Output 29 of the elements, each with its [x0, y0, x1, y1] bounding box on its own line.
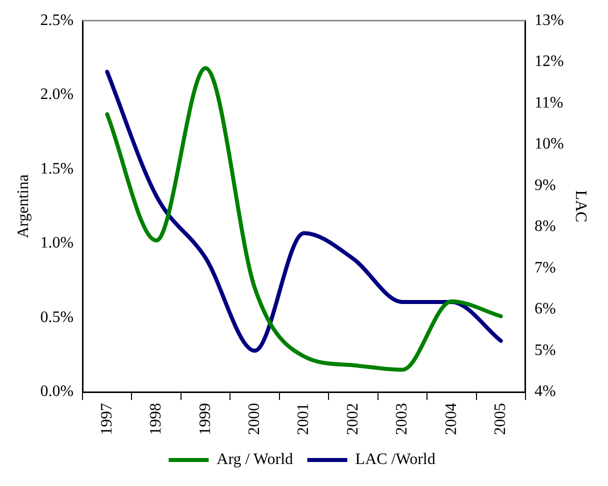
x-tick-label: 2002 — [344, 403, 362, 435]
y2-tick-label: 7% — [534, 259, 556, 276]
y2-tick-label: 4% — [534, 383, 556, 400]
y2-tick-label: 8% — [534, 218, 556, 236]
x-tick-label: 1999 — [196, 403, 214, 435]
y-axis-title: Argentina — [14, 174, 32, 238]
y-tick-label: 2.5% — [40, 12, 74, 29]
x-tick-label: 2004 — [442, 403, 460, 435]
y2-tick-label: 5% — [534, 342, 556, 359]
y-tick-label: 0.0% — [40, 383, 74, 400]
legend-label: Arg / World — [216, 451, 294, 468]
y2-tick-label: 6% — [534, 300, 556, 318]
x-tick-label: 2005 — [492, 403, 510, 435]
y2-tick-label: 13% — [534, 12, 564, 29]
y2-tick-label: 12% — [534, 53, 564, 70]
y2-tick-label: 11% — [534, 94, 564, 112]
y-tick-label: 2.0% — [40, 86, 74, 104]
y2-tick-label: 10% — [534, 136, 564, 153]
y2-tick-label: 9% — [534, 176, 556, 194]
x-tick-label: 2000 — [246, 403, 263, 435]
y-tick-label: 1.0% — [40, 234, 74, 252]
y-tick-label: 0.5% — [40, 308, 74, 326]
legend-label: LAC /World — [355, 451, 436, 468]
x-tick-label: 1998 — [148, 403, 165, 435]
x-tick-label: 2001 — [295, 403, 312, 435]
y2-axis-title: LAC — [572, 190, 590, 222]
y-tick-label: 1.5% — [40, 160, 74, 178]
x-tick-label: 2003 — [394, 403, 411, 435]
x-tick-label: 1997 — [98, 403, 116, 435]
